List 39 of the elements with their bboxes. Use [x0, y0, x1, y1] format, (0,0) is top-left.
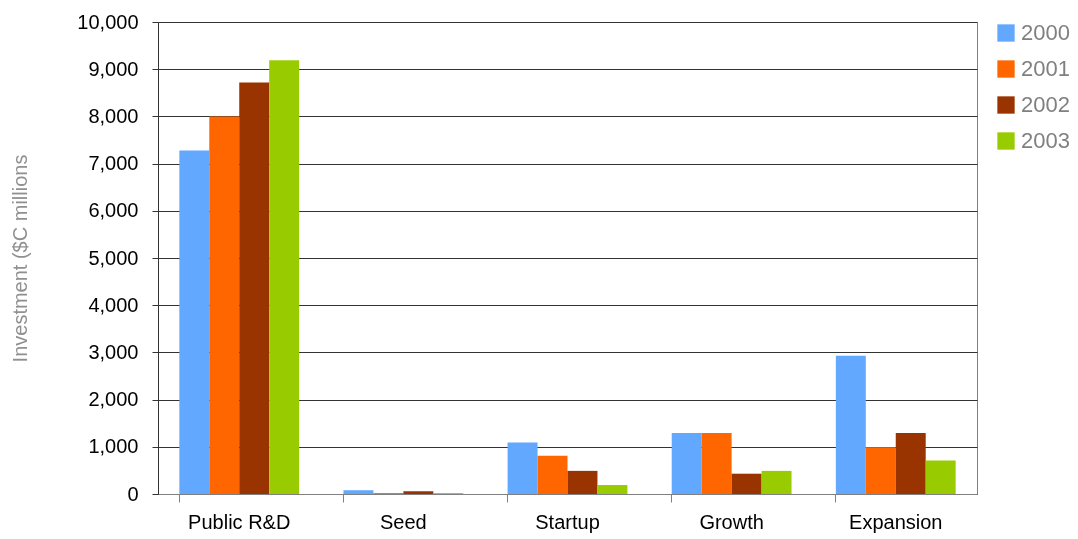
bar	[209, 116, 240, 494]
bar	[537, 455, 568, 494]
bar	[269, 60, 300, 494]
x-tick-label: Startup	[535, 510, 600, 533]
bar	[343, 490, 374, 494]
y-tick-label: 3,000	[88, 340, 139, 363]
y-tick-label: 10,000	[77, 10, 139, 33]
x-tick-label: Seed	[380, 510, 427, 533]
bar	[403, 491, 434, 494]
y-tick-label: 9,000	[88, 57, 139, 80]
bar	[865, 447, 896, 494]
bar	[597, 485, 628, 494]
y-tick-label: 6,000	[88, 199, 139, 222]
bar	[179, 150, 210, 494]
bar	[507, 442, 538, 494]
y-tick-label: 0	[127, 482, 139, 505]
y-tick-label: 5,000	[88, 246, 139, 269]
bar	[671, 433, 702, 494]
bar	[895, 433, 926, 494]
bar	[239, 82, 270, 494]
legend-label: 2003	[1021, 128, 1070, 153]
bar	[835, 355, 866, 494]
y-tick-label: 7,000	[88, 152, 139, 175]
x-tick-label: Public R&D	[188, 510, 291, 533]
bar	[701, 433, 732, 494]
x-tick-label: Growth	[699, 510, 764, 533]
legend-label: 2002	[1021, 92, 1070, 117]
x-tick-label: Expansion	[849, 510, 943, 533]
legend-label: 2001	[1021, 56, 1070, 81]
y-tick-label: 8,000	[88, 104, 139, 127]
y-tick-label: 4,000	[88, 293, 139, 316]
y-axis-title: Investment ($C millions	[8, 154, 31, 363]
bar	[925, 460, 956, 494]
y-tick-label: 1,000	[88, 435, 139, 458]
bar	[761, 470, 792, 494]
y-tick-label: 2,000	[88, 388, 139, 411]
legend-label: 2000	[1021, 20, 1070, 45]
bar	[731, 473, 762, 494]
bar	[567, 470, 598, 494]
